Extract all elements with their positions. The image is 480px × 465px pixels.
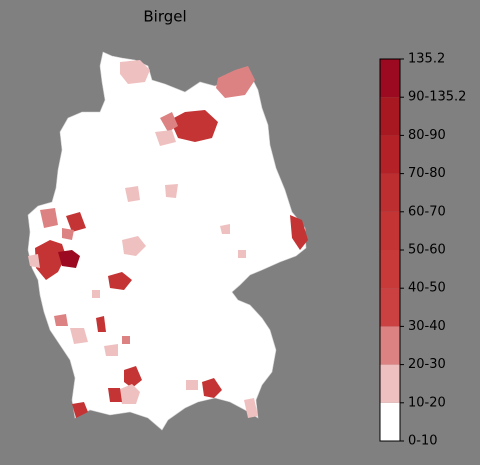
region (66, 212, 86, 232)
region (186, 380, 198, 390)
colorbar-segment (380, 211, 400, 250)
region (92, 290, 100, 298)
region (122, 336, 130, 344)
colorbar-segment (380, 364, 400, 403)
region (120, 60, 150, 84)
colorbar-label: 80-90 (408, 128, 446, 143)
region (165, 184, 178, 198)
colorbar-segment (380, 326, 400, 365)
colorbar-label: 10-20 (408, 395, 446, 410)
region (220, 224, 230, 234)
region (72, 402, 88, 418)
colorbar-segment (380, 97, 400, 136)
colorbar-label: 135.2 (408, 52, 445, 67)
region (96, 316, 106, 332)
colorbar-label: 70-80 (408, 166, 446, 181)
region (238, 250, 246, 258)
colorbar-label: 20-30 (408, 357, 446, 372)
colorbar-segment (380, 59, 400, 98)
colorbar-segment (380, 250, 400, 289)
region (108, 272, 132, 290)
region (216, 66, 255, 98)
region (58, 250, 80, 268)
colorbar-label: 90-135.2 (408, 90, 466, 105)
region (290, 215, 308, 250)
region (54, 314, 68, 326)
region (70, 328, 88, 344)
region (122, 236, 146, 256)
colorbar: 0-10 10-20 20-30 30-40 40-50 50-60 60-70 70-80 8… (379, 52, 466, 449)
region (40, 208, 58, 228)
region (160, 112, 178, 132)
colorbar-label: 60-70 (408, 204, 446, 219)
region (125, 186, 140, 202)
region (35, 240, 66, 280)
region (170, 110, 218, 142)
region (155, 130, 176, 146)
colorbar-segment (380, 135, 400, 174)
colorbar-label: 40-50 (408, 281, 446, 296)
region (104, 344, 118, 356)
colorbar-label: 50-60 (408, 243, 446, 258)
colorbar-segment (380, 402, 400, 441)
region (62, 228, 74, 240)
region (28, 254, 40, 268)
map-title: Birgel (143, 8, 186, 26)
region (108, 388, 122, 402)
colorbar-segment (380, 173, 400, 212)
colorbar-segment (380, 288, 400, 327)
region (244, 398, 258, 418)
colorbar-label: 30-40 (408, 319, 446, 334)
germany-map (27, 51, 308, 431)
region (202, 378, 222, 398)
region (124, 366, 142, 388)
colorbar-label: 0-10 (408, 434, 438, 449)
region (118, 384, 140, 404)
